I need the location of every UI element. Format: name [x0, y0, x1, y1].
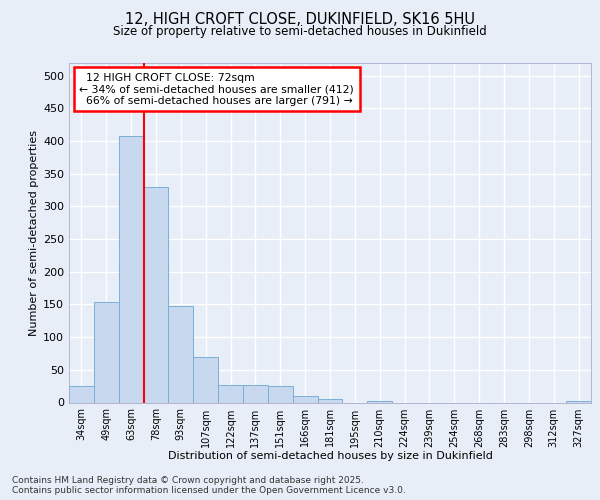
Bar: [268, 386, 293, 402]
Y-axis label: Number of semi-detached properties: Number of semi-detached properties: [29, 130, 39, 336]
Bar: [566, 400, 591, 402]
Text: 12 HIGH CROFT CLOSE: 72sqm
← 34% of semi-detached houses are smaller (412)
  66%: 12 HIGH CROFT CLOSE: 72sqm ← 34% of semi…: [79, 72, 354, 106]
Bar: [69, 386, 94, 402]
Text: Size of property relative to semi-detached houses in Dukinfield: Size of property relative to semi-detach…: [113, 25, 487, 38]
Bar: [143, 186, 169, 402]
Bar: [119, 136, 143, 402]
Bar: [367, 401, 392, 402]
Bar: [193, 356, 218, 403]
Bar: [218, 385, 243, 402]
Bar: [293, 396, 317, 402]
Bar: [243, 385, 268, 402]
Text: Contains HM Land Registry data © Crown copyright and database right 2025.
Contai: Contains HM Land Registry data © Crown c…: [12, 476, 406, 495]
X-axis label: Distribution of semi-detached houses by size in Dukinfield: Distribution of semi-detached houses by …: [167, 451, 493, 461]
Text: 12, HIGH CROFT CLOSE, DUKINFIELD, SK16 5HU: 12, HIGH CROFT CLOSE, DUKINFIELD, SK16 5…: [125, 12, 475, 28]
Bar: [317, 398, 343, 402]
Bar: [94, 302, 119, 402]
Bar: [169, 306, 193, 402]
